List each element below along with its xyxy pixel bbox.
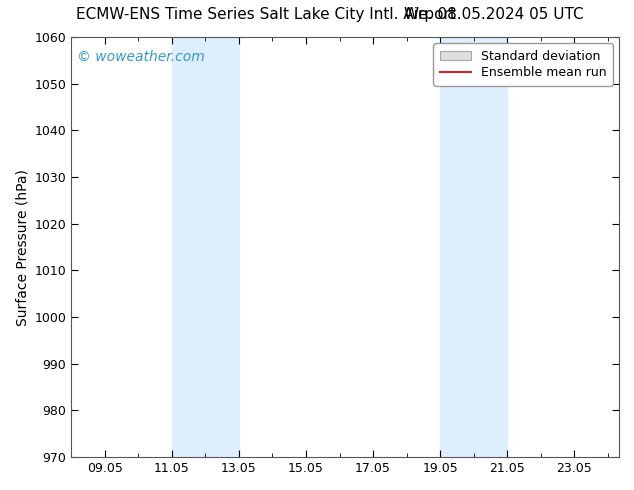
Bar [440, 37, 507, 457]
Bar [172, 37, 239, 457]
Y-axis label: Surface Pressure (hPa): Surface Pressure (hPa) [15, 169, 29, 325]
Legend: Standard deviation, Ensemble mean run: Standard deviation, Ensemble mean run [434, 44, 612, 86]
Text: We. 08.05.2024 05 UTC: We. 08.05.2024 05 UTC [404, 7, 583, 23]
Text: ECMW-ENS Time Series Salt Lake City Intl. Airport: ECMW-ENS Time Series Salt Lake City Intl… [76, 7, 456, 23]
Text: © woweather.com: © woweather.com [77, 50, 205, 64]
